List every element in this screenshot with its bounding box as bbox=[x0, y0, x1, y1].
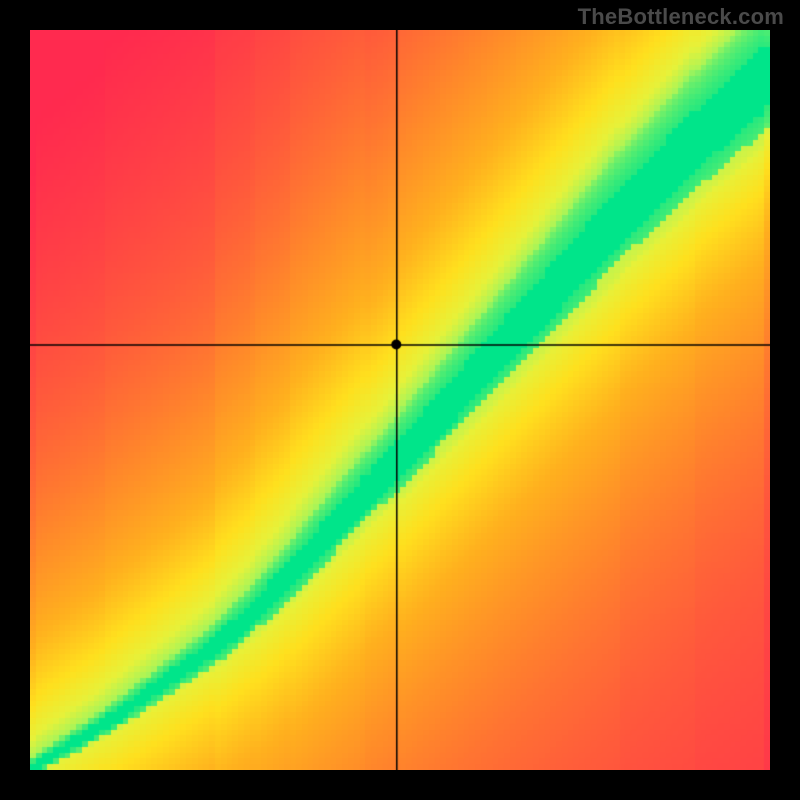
bottleneck-heatmap bbox=[30, 30, 770, 770]
watermark-text: TheBottleneck.com bbox=[578, 4, 784, 30]
chart-frame: { "watermark": { "text": "TheBottleneck.… bbox=[0, 0, 800, 800]
